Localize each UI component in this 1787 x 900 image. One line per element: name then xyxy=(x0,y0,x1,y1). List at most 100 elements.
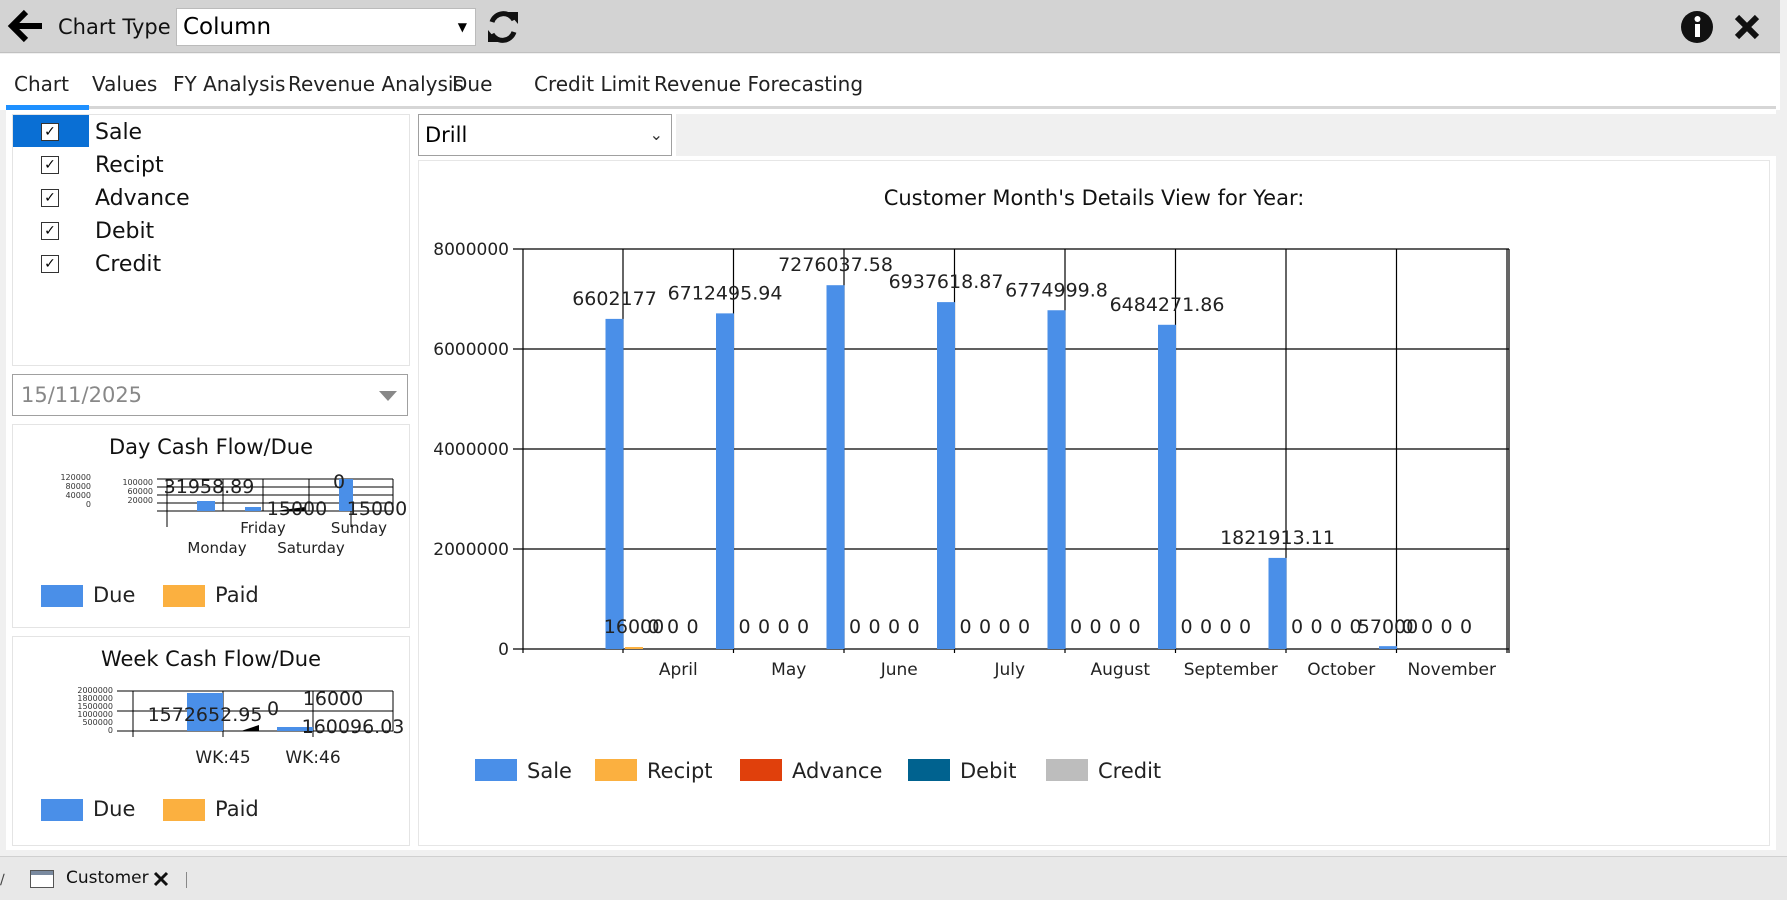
dropdown-caret-icon: ▼ xyxy=(457,20,467,34)
tab-strip: Chart Values FY Analysis Revenue Analysi… xyxy=(0,54,1780,110)
checkbox-credit[interactable]: ✓ xyxy=(41,255,59,273)
data-label: 16000 xyxy=(604,616,664,638)
data-label: 160096.03 xyxy=(302,716,405,738)
legend-label: Credit xyxy=(1098,759,1161,783)
data-label: 0 xyxy=(849,616,861,638)
data-label: 0 xyxy=(1401,616,1413,638)
data-label: 0 xyxy=(1089,616,1101,638)
document-tab-bar xyxy=(0,856,1787,900)
legend-swatch-sale xyxy=(475,759,517,781)
tab-revenue-forecasting[interactable]: Revenue Forecasting xyxy=(654,72,864,96)
series-item-advance[interactable]: ✓ Advance xyxy=(13,183,409,215)
week-cash-flow-chart: Week Cash Flow/Due 2000000 1800000 15000… xyxy=(12,636,410,846)
series-item-recipt[interactable]: ✓ Recipt xyxy=(13,150,409,182)
tab-fy-analysis[interactable]: FY Analysis xyxy=(173,72,286,96)
data-label: 0 xyxy=(1440,616,1452,638)
document-tab-label: Customer xyxy=(66,868,149,888)
tab-due[interactable]: Due xyxy=(452,72,493,96)
checkbox-sale[interactable]: ✓ xyxy=(41,123,59,141)
week-chart-plot: 2000000 1800000 1500000 1000000 500000 0… xyxy=(77,686,405,768)
date-picker[interactable]: 15/11/2025 xyxy=(12,374,408,416)
ytick-label: 6000000 xyxy=(433,340,509,360)
ytick-label: 120000 xyxy=(60,473,91,482)
day-bar-due xyxy=(245,507,261,511)
checkbox-advance[interactable]: ✓ xyxy=(41,189,59,207)
ytick-label: 8000000 xyxy=(433,240,509,260)
legend-label: Advance xyxy=(792,759,882,783)
tab-overflow-icon[interactable]: ∕ xyxy=(0,872,5,888)
xtick-label: July xyxy=(993,660,1025,680)
category-label: WK:46 xyxy=(285,748,340,768)
xtick-label: June xyxy=(880,660,918,680)
chart-type-select[interactable]: Column ▼ xyxy=(176,8,476,46)
series-item-sale[interactable]: ✓ Sale xyxy=(13,117,409,149)
data-label: 0 xyxy=(1291,616,1303,638)
refresh-icon[interactable] xyxy=(484,8,522,46)
data-label: 15000 xyxy=(347,498,407,520)
data-label: 0 xyxy=(907,616,919,638)
data-label: 0 xyxy=(667,616,679,638)
bar-recipt xyxy=(625,647,643,649)
data-label: 1821913.11 xyxy=(1220,527,1335,549)
ytick-label: 0 xyxy=(498,640,509,660)
chevron-down-icon: ⌄ xyxy=(649,125,663,144)
category-label: Monday xyxy=(187,539,246,557)
day-chart-plot: 120000 80000 40000 0 100000 60000 20000 … xyxy=(60,471,407,557)
legend-label: Due xyxy=(93,797,136,821)
tab-underline xyxy=(6,106,1776,109)
checkbox-recipt[interactable]: ✓ xyxy=(41,156,59,174)
legend-swatch-paid xyxy=(163,585,205,607)
xtick-label: April xyxy=(659,660,698,680)
tab-values[interactable]: Values xyxy=(92,72,158,96)
window-icon xyxy=(30,870,54,888)
data-label: 0 xyxy=(267,698,279,720)
data-label: 6602177 xyxy=(572,288,657,310)
ytick-label: 40000 xyxy=(66,491,91,500)
legend-swatch-advance xyxy=(740,759,782,781)
series-checklist: ✓ Sale ✓ Recipt ✓ Advance ✓ Debit ✓ Cred… xyxy=(12,114,410,366)
data-label: 0 xyxy=(1239,616,1251,638)
bar-sale xyxy=(1268,557,1287,649)
main-chart-plot: Customer Month's Details View for Year: … xyxy=(433,186,1510,783)
ytick-label: 20000 xyxy=(128,496,153,505)
day-cash-flow-chart: Day Cash Flow/Due 120000 80000 40000 0 1… xyxy=(12,424,410,628)
series-item-debit[interactable]: ✓ Debit xyxy=(13,216,409,248)
tab-revenue-analysis[interactable]: Revenue Analysis xyxy=(288,72,464,96)
data-label: 0 xyxy=(797,616,809,638)
bar-sale xyxy=(1047,310,1066,649)
drill-select[interactable]: Drill ⌄ xyxy=(418,114,672,156)
legend-label: Recipt xyxy=(647,759,713,783)
data-label: 0 xyxy=(1109,616,1121,638)
ytick-label: 500000 xyxy=(82,718,113,727)
ytick-label: 4000000 xyxy=(433,440,509,460)
series-item-credit[interactable]: ✓ Credit xyxy=(13,249,409,281)
legend-swatch-recipt xyxy=(595,759,637,781)
legend-swatch-debit xyxy=(908,759,950,781)
tab-credit-limit[interactable]: Credit Limit xyxy=(534,72,651,96)
data-label: 0 xyxy=(758,616,770,638)
series-label: Debit xyxy=(95,219,155,244)
back-arrow-icon[interactable] xyxy=(6,6,46,46)
category-label: WK:45 xyxy=(195,748,250,768)
ytick-label: 1800000 xyxy=(77,694,113,703)
info-icon[interactable] xyxy=(1680,10,1714,44)
data-label: 0 xyxy=(1421,616,1433,638)
close-icon[interactable] xyxy=(1732,12,1762,42)
tab-selected-indicator xyxy=(6,105,89,110)
checkbox-debit[interactable]: ✓ xyxy=(41,222,59,240)
chart-title: Customer Month's Details View for Year: xyxy=(884,186,1305,210)
ytick-label: 80000 xyxy=(66,482,91,491)
data-label: 7276037.58 xyxy=(778,254,893,276)
ytick-label: 2000000 xyxy=(77,686,113,695)
data-label: 6937618.87 xyxy=(889,271,1004,293)
ytick-label: 1000000 xyxy=(77,710,113,719)
ytick-label: 2000000 xyxy=(433,540,509,560)
close-tab-icon[interactable] xyxy=(152,870,170,888)
legend-swatch-paid xyxy=(163,799,205,821)
category-label: Friday xyxy=(240,519,286,537)
xtick-label: November xyxy=(1408,660,1496,680)
data-label: 0 xyxy=(959,616,971,638)
legend-swatch-due xyxy=(41,585,83,607)
data-label: 0 xyxy=(1200,616,1212,638)
tab-chart[interactable]: Chart xyxy=(14,72,69,96)
